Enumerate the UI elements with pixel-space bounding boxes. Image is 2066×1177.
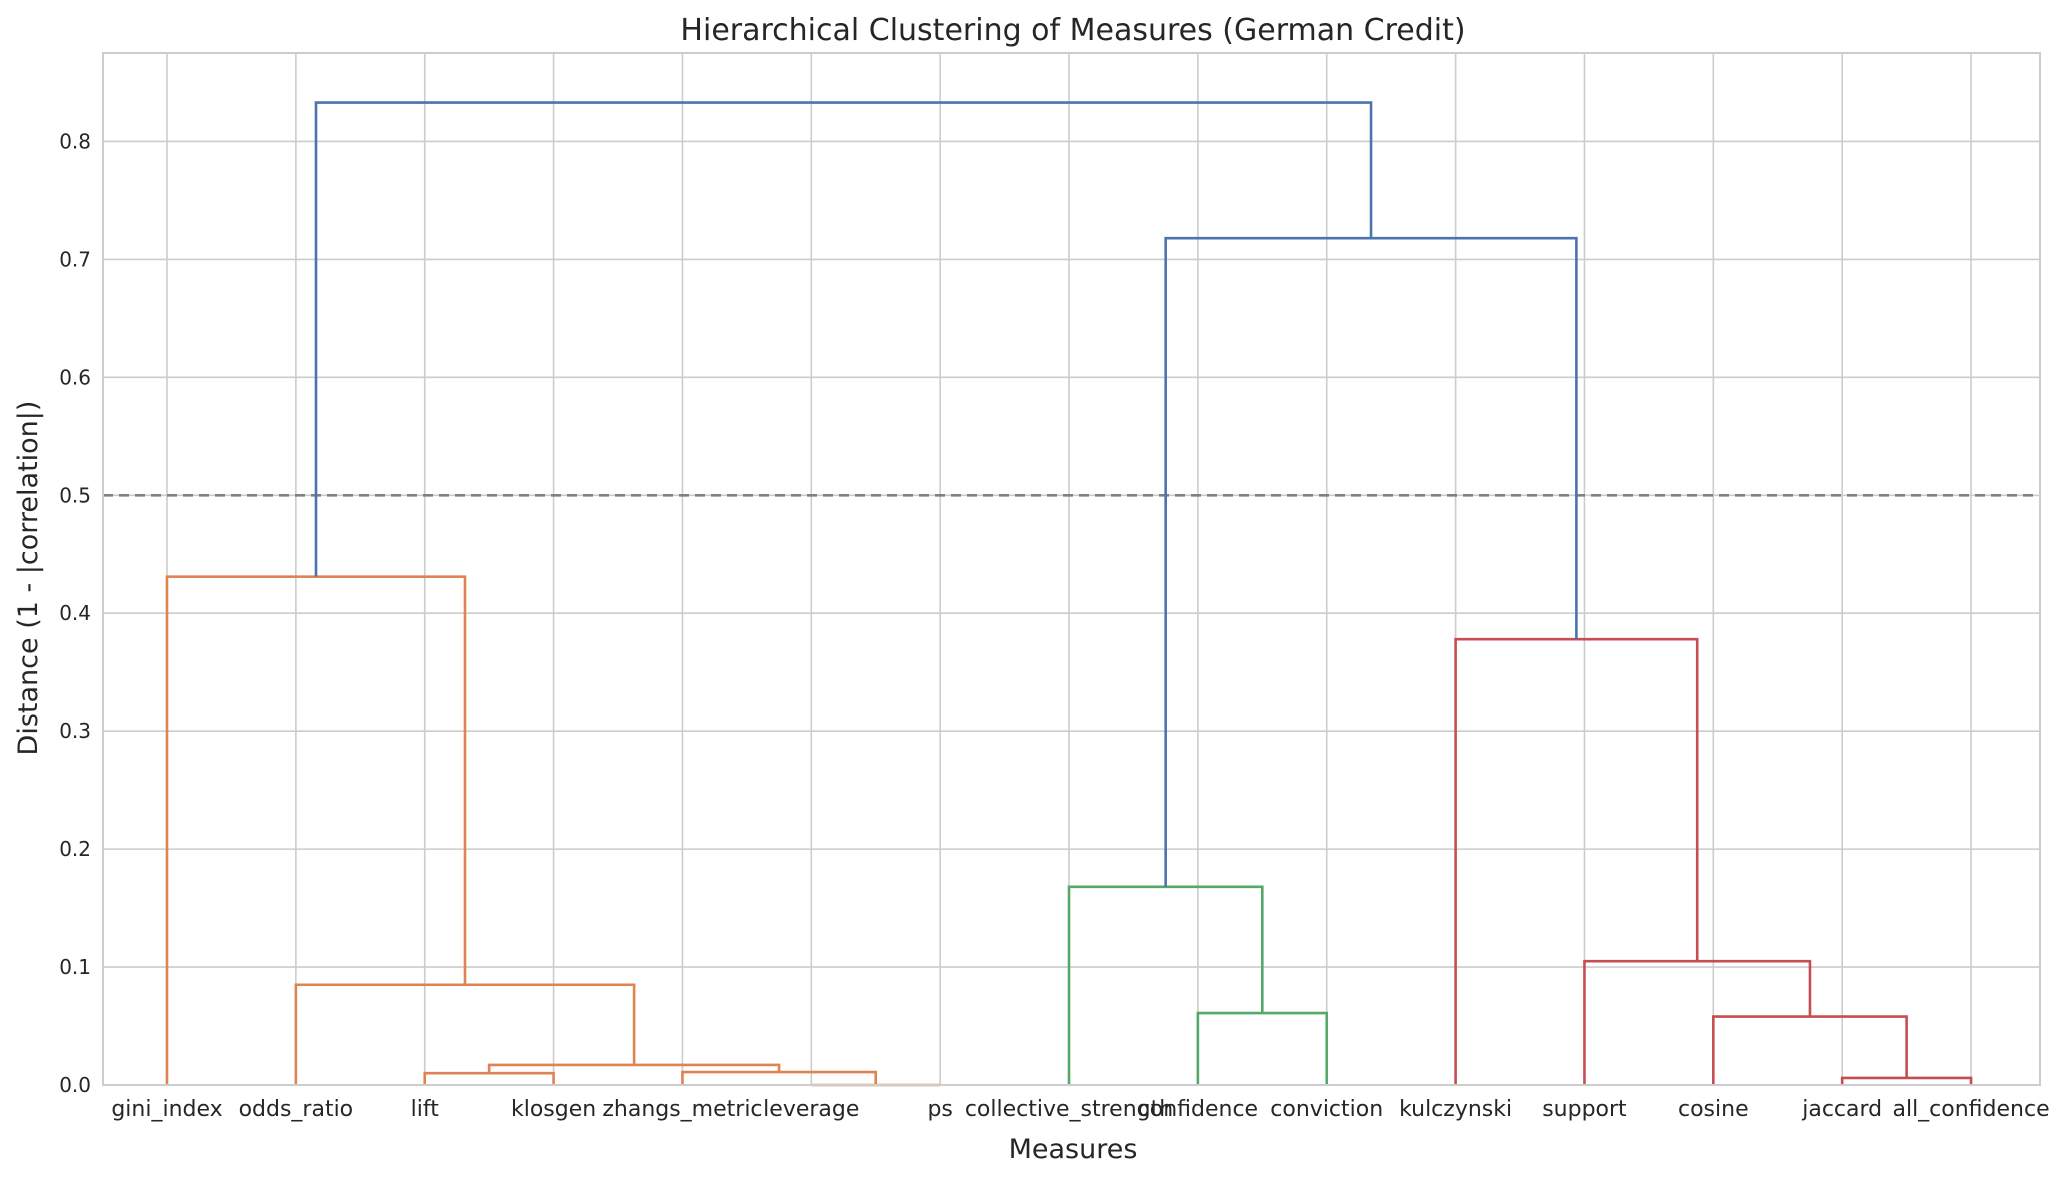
leaf-label: all_confidence (1892, 1097, 2049, 1122)
dendrogram-link (681, 1070, 878, 1085)
y-axis-ticks: 0.0 0.1 0.2 0.3 0.4 0.5 0.6 0.7 0.8 (59, 129, 91, 1097)
dendrogram-link (294, 983, 636, 1085)
leaf-label: kulczynski (1399, 1097, 1512, 1122)
y-tick-label: 0.1 (59, 955, 91, 979)
dendrogram-links (165, 101, 1973, 1087)
y-axis-label: Distance (1 - |correlation|) (13, 401, 44, 756)
grid-layer (103, 53, 2040, 1086)
leaf-label: ps (927, 1097, 952, 1122)
dendrogram-link (1454, 637, 1699, 1085)
y-tick-label: 0.7 (59, 247, 91, 271)
y-tick-label: 0.6 (59, 365, 91, 389)
x-axis-leaf-labels: gini_index odds_ratio lift klosgen zhangs_me… (111, 1097, 2049, 1122)
leaf-label: support (1542, 1097, 1627, 1122)
leaf-label: jaccard (1801, 1097, 1882, 1122)
dendrogram-link (1712, 1015, 1908, 1085)
leaf-label: gini_index (111, 1097, 222, 1122)
dendrogram-link (165, 575, 467, 1085)
leaf-label: klosgen (511, 1097, 596, 1122)
dendrogram-link (314, 101, 1373, 577)
dendrogram-link (487, 1063, 781, 1074)
y-tick-label: 0.2 (59, 837, 91, 861)
plot-frame (102, 52, 2041, 1086)
dendrogram-link (1583, 959, 1812, 1085)
y-tick-label: 0.3 (59, 719, 91, 743)
y-tick-label: 0.8 (59, 129, 91, 153)
chart-title: Hierarchical Clustering of Measures (Ger… (680, 13, 1465, 48)
dendrogram-link (423, 1071, 555, 1085)
dendrogram-link (1164, 236, 1578, 887)
leaf-label: odds_ratio (239, 1097, 354, 1122)
leaf-label: conviction (1270, 1097, 1383, 1122)
dendrogram-link (1067, 885, 1264, 1085)
y-tick-label: 0.5 (59, 483, 91, 507)
x-axis-label: Measures (1009, 1134, 1138, 1165)
leaf-label: cosine (1678, 1097, 1749, 1122)
leaf-label: confidence (1138, 1097, 1258, 1122)
leaf-label: lift (411, 1097, 440, 1122)
leaf-label: zhangs_metric (602, 1097, 762, 1122)
leaf-label: leverage (763, 1097, 859, 1122)
leaf-label: collective_strength (965, 1097, 1173, 1122)
dendrogram-link (1196, 1011, 1329, 1085)
y-tick-label: 0.4 (59, 601, 91, 625)
y-tick-label: 0.0 (59, 1073, 91, 1097)
dendrogram-link (1840, 1076, 1973, 1085)
